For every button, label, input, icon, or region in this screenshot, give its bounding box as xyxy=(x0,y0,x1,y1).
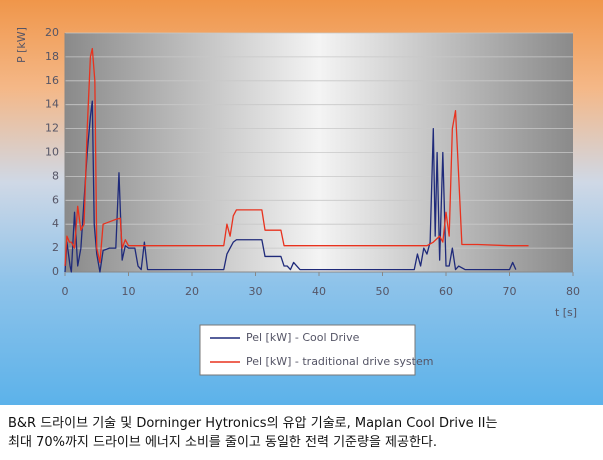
chart: P [kW] t [s] 0 2 4 6 8 10 12 14 16 18 20 0 10 20 30 40 5… xyxy=(15,26,580,376)
y-tick-label: 6 xyxy=(52,193,59,206)
x-tick-label: 50 xyxy=(376,285,390,298)
y-tick-label: 4 xyxy=(52,217,59,230)
x-tick-label: 0 xyxy=(62,285,69,298)
x-tick-label: 80 xyxy=(566,285,580,298)
x-tick-label: 10 xyxy=(122,285,136,298)
y-axis-label: P [kW] xyxy=(15,27,28,63)
series-line xyxy=(64,47,529,267)
y-tick-label: 18 xyxy=(45,50,59,63)
y-tick-label: 14 xyxy=(45,98,59,111)
y-tick-label: 0 xyxy=(52,265,59,278)
caption-line: 최대 70%까지 드라이브 에너지 소비를 줄이고 동일한 전력 기준량을 제공… xyxy=(8,435,438,450)
x-tick-label: 70 xyxy=(503,285,517,298)
y-tick-label: 12 xyxy=(45,122,59,135)
y-tick-label: 16 xyxy=(45,74,59,87)
x-tick-label: 60 xyxy=(439,285,453,298)
legend-label: Pel [kW] - Cool Drive xyxy=(246,331,360,344)
x-axis-label: t [s] xyxy=(555,306,577,319)
x-tick-label: 30 xyxy=(249,285,263,298)
y-tick-label: 8 xyxy=(52,169,59,182)
y-tick-label: 10 xyxy=(45,146,59,159)
y-tick-label: 20 xyxy=(45,26,59,39)
legend-label: Pel [kW] - traditional drive system xyxy=(246,355,433,368)
caption-line: B&R 드라이브 기술 및 Dorninger Hytronics의 유압 기술… xyxy=(8,416,498,431)
y-tick-label: 2 xyxy=(52,241,59,254)
x-tick-label: 40 xyxy=(312,285,326,298)
series-line xyxy=(64,100,517,273)
x-tick-label: 20 xyxy=(185,285,199,298)
legend xyxy=(199,324,416,376)
